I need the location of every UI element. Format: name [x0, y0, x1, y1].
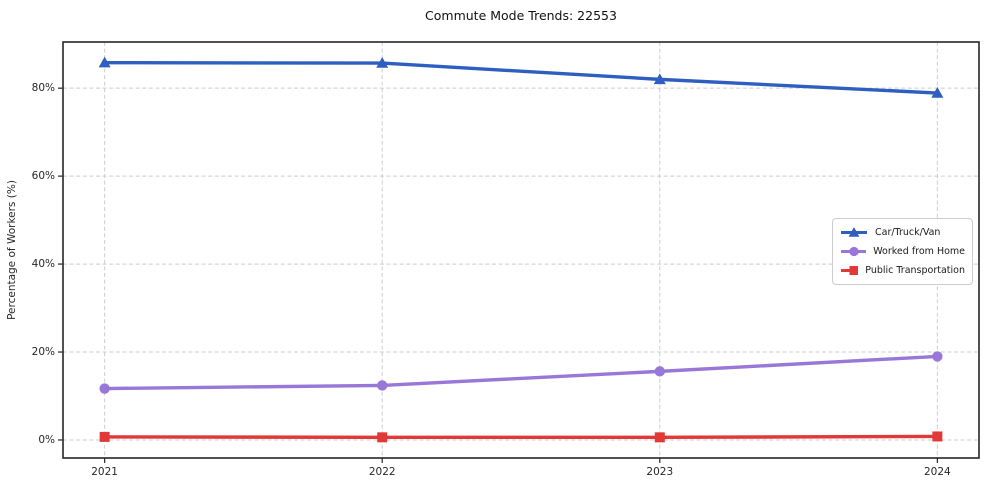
triangle-marker [931, 87, 944, 98]
square-marker [932, 431, 943, 442]
x-tick-label: 2024 [923, 466, 951, 478]
x-tick-label: 2023 [646, 466, 674, 478]
plot-border [62, 41, 980, 459]
legend-label: Worked from Home [873, 246, 965, 257]
series-line-worked-from-home [102, 354, 940, 391]
triangle-marker [376, 57, 389, 68]
series-line-public-transportation [102, 434, 940, 440]
legend-label: Car/Truck/Van [875, 227, 941, 238]
legend-entry: Worked from Home [840, 244, 965, 259]
legend-label: Public Transportation [865, 265, 965, 276]
triangle-marker [848, 227, 860, 237]
circle-marker [99, 383, 110, 394]
circle-marker [654, 366, 665, 377]
x-tick-label: 2021 [91, 466, 118, 478]
x-tick-label: 2022 [368, 466, 396, 478]
circle-marker [849, 246, 859, 257]
y-tick-label: 60% [31, 170, 55, 183]
chart-title: Commute Mode Trends: 22553 [425, 8, 617, 23]
triangle-marker [98, 56, 111, 68]
square-marker [849, 266, 859, 275]
y-tick-label: 20% [31, 346, 55, 359]
y-tick-label: 80% [31, 82, 55, 95]
legend-entry: Public Transportation [840, 263, 965, 278]
square-marker [99, 431, 110, 442]
triangle-marker [653, 73, 666, 85]
legend-circle-icon [841, 246, 867, 257]
legend: Car/Truck/Van Worked from Home Public Tran… [832, 218, 973, 285]
circle-marker [377, 380, 388, 391]
series-line-car-truck-van [102, 60, 940, 95]
legend-entry: Car/Truck/Van [840, 225, 965, 240]
square-marker [377, 432, 388, 443]
legend-triangle-icon [841, 227, 867, 237]
square-marker [654, 432, 665, 443]
circle-marker [932, 351, 943, 362]
y-tick-label: 0% [38, 433, 55, 446]
y-tick-label: 40% [31, 258, 55, 271]
legend-square-icon [841, 266, 859, 275]
